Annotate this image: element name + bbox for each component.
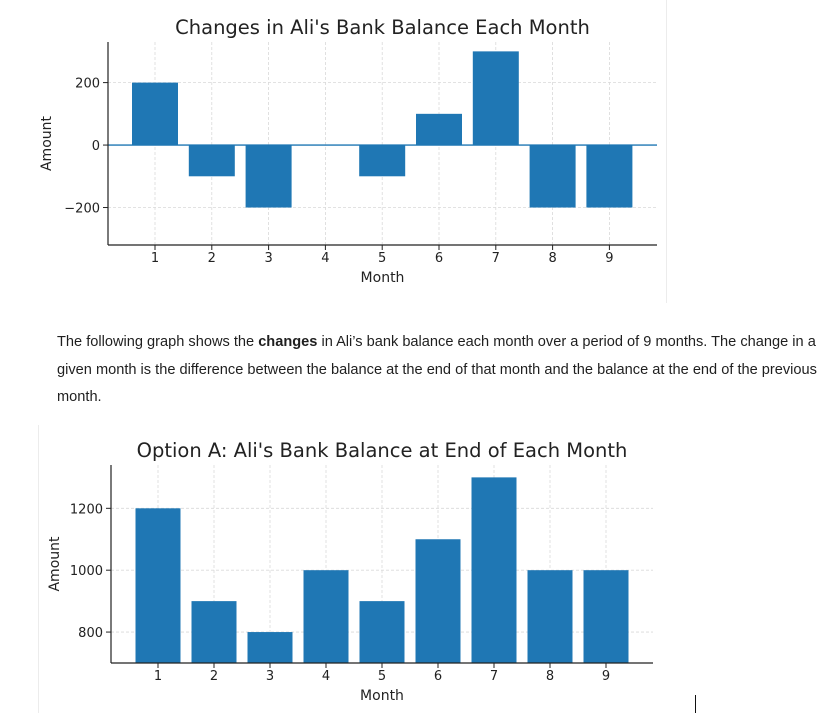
bar [415, 539, 461, 663]
x-tick-label: 9 [602, 669, 610, 684]
chart-title: Changes in Ali's Bank Balance Each Month [175, 16, 590, 39]
x-tick-label: 1 [151, 251, 159, 266]
x-tick-label: 7 [492, 251, 500, 266]
description-text-end: in Ali’s bank balance each month over a … [57, 334, 817, 405]
x-tick-label: 1 [154, 669, 162, 684]
x-tick-label: 8 [548, 251, 556, 266]
y-axis-label: Amount [39, 115, 55, 171]
x-tick-label: 6 [434, 669, 442, 684]
chart-title: Option A: Ali's Bank Balance at End of E… [137, 439, 628, 462]
description-paragraph: The following graph shows the changes in… [57, 329, 817, 412]
y-tick-label: 0 [92, 139, 100, 154]
divider [666, 0, 667, 303]
bar [303, 570, 349, 663]
y-tick-label: −200 [64, 202, 100, 217]
y-tick-label: 800 [78, 626, 103, 641]
x-tick-label: 9 [605, 251, 613, 266]
x-tick-label: 4 [321, 251, 329, 266]
x-tick-label: 6 [435, 251, 443, 266]
x-tick-label: 5 [378, 251, 386, 266]
bar [529, 145, 576, 208]
bar [132, 82, 178, 146]
bar [583, 570, 629, 663]
x-tick-label: 5 [378, 669, 386, 684]
x-tick-label: 4 [322, 669, 330, 684]
bar [245, 145, 292, 208]
bar [191, 601, 237, 663]
x-tick-label: 2 [210, 669, 218, 684]
bar [359, 601, 405, 663]
description-text-start: The following graph shows the [57, 334, 259, 350]
bar [586, 145, 633, 208]
divider [38, 425, 39, 713]
bar [247, 632, 293, 663]
bar [472, 51, 519, 146]
option-a-chart: 800 1000 1200 1 2 3 4 5 6 7 8 9 Option A: Ali's Bank… [47, 439, 653, 704]
bar [135, 508, 181, 663]
x-axis-label: Month [361, 270, 405, 286]
x-tick-label: 7 [490, 669, 498, 684]
bar [471, 477, 517, 663]
text-cursor [695, 695, 696, 713]
bar [188, 145, 235, 177]
x-tick-label: 8 [546, 669, 554, 684]
description-bold-word: changes [258, 334, 318, 350]
y-tick-label: 1200 [70, 502, 103, 517]
y-axis-label: Amount [47, 536, 63, 592]
x-axis-label: Month [360, 688, 404, 704]
changes-chart: −200 0 200 1 2 3 4 5 6 7 8 9 Changes in Ali's Bank B… [39, 16, 657, 286]
x-tick-label: 2 [208, 251, 216, 266]
bar [527, 570, 573, 663]
x-tick-label: 3 [264, 251, 272, 266]
y-tick-label: 200 [75, 77, 100, 92]
x-tick-label: 3 [266, 669, 274, 684]
bar [359, 145, 406, 177]
bar [416, 113, 462, 146]
y-tick-label: 1000 [70, 564, 103, 579]
